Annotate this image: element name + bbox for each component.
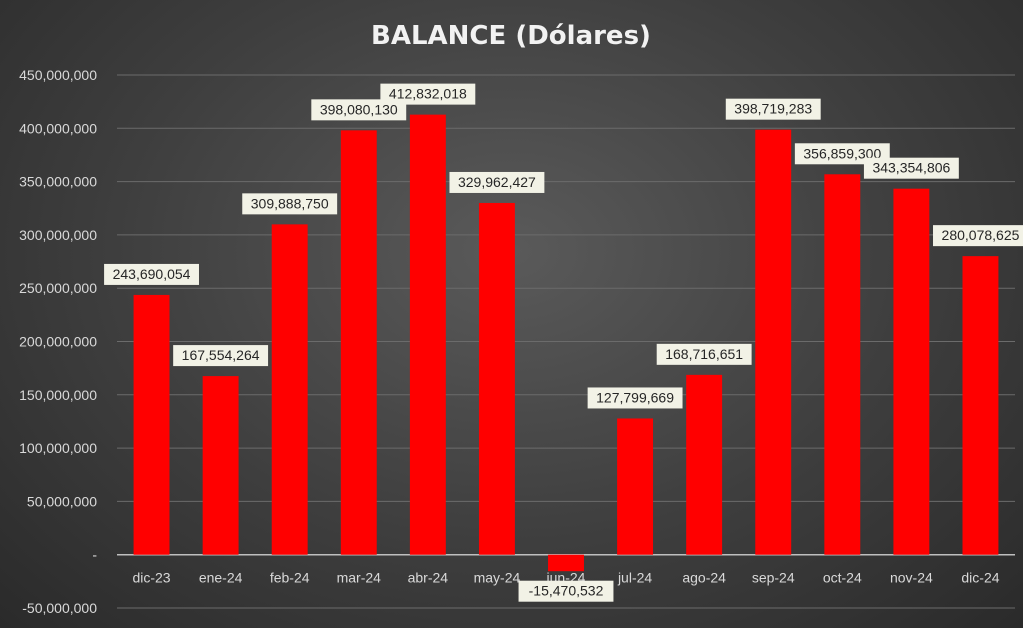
bar-feb-24 (271, 224, 308, 555)
bar-nov-24 (893, 188, 930, 555)
data-label: 167,554,264 (173, 345, 269, 367)
y-tick-label: 150,000,000 (19, 387, 97, 403)
bars (133, 114, 999, 572)
data-label-box (104, 263, 199, 285)
data-label-box (380, 83, 476, 105)
bar-dic-24 (962, 256, 999, 555)
data-label-box (173, 345, 269, 367)
data-label: 329,962,427 (449, 171, 545, 193)
data-label: -15,470,532 (518, 580, 614, 602)
bar-ago-24 (686, 374, 723, 555)
x-tick-label: mar-24 (337, 570, 382, 586)
y-tick-label: - (92, 547, 97, 563)
y-tick-label: 50,000,000 (27, 493, 97, 509)
data-label-text: 127,799,669 (596, 389, 674, 405)
y-axis: -50,000,000-50,000,000100,000,000150,000… (19, 67, 97, 616)
x-tick-label: sep-24 (752, 570, 795, 586)
data-labels: 243,690,054 167,554,264 309,888,750 398,080… (104, 83, 1023, 602)
bar-jun-24 (548, 554, 584, 572)
y-tick-label: -50,000,000 (22, 600, 97, 616)
data-label-text: 280,078,625 (942, 227, 1020, 243)
y-tick-label: 350,000,000 (19, 174, 97, 190)
x-tick-label: ene-24 (199, 570, 243, 586)
data-label-text: 168,716,651 (665, 346, 743, 362)
data-label-text: 309,888,750 (251, 195, 329, 211)
y-tick-label: 400,000,000 (19, 120, 97, 136)
x-tick-label: dic-24 (961, 570, 999, 586)
y-tick-label: 450,000,000 (19, 67, 97, 83)
data-label-text: 398,719,283 (734, 101, 812, 117)
data-label-text: 412,832,018 (389, 86, 467, 102)
chart-title: BALANCE (Dólares) (371, 21, 651, 51)
x-tick-label: feb-24 (270, 570, 310, 586)
bar-abr-24 (409, 114, 446, 555)
y-tick-label: 200,000,000 (19, 334, 97, 350)
data-label-box (656, 343, 752, 365)
x-tick-label: oct-24 (823, 570, 862, 586)
x-tick-label: jul-24 (617, 570, 652, 586)
data-label: 343,354,806 (863, 157, 959, 179)
x-tick-label: abr-24 (408, 570, 449, 586)
data-label: 280,078,625 (933, 225, 1023, 247)
x-axis: dic-23 ene-24 feb-24 mar-24 abr-24 may-24 jun-… (132, 570, 999, 586)
bar-oct-24 (824, 174, 861, 555)
data-label-text: 356,859,300 (803, 145, 881, 161)
data-label: 127,799,669 (587, 387, 683, 409)
x-tick-label: dic-23 (132, 570, 170, 586)
gridlines (117, 74, 1015, 609)
data-label-text: 243,690,054 (113, 266, 191, 282)
bar-ene-24 (202, 376, 239, 555)
bar-mar-24 (340, 130, 377, 555)
y-tick-label: 300,000,000 (19, 227, 97, 243)
data-label-box (863, 157, 959, 179)
data-label-box (725, 98, 821, 120)
x-tick-label: nov-24 (890, 570, 933, 586)
bar-dic-23 (133, 294, 170, 555)
data-label: 168,716,651 (656, 343, 752, 365)
data-label-box (449, 171, 545, 193)
data-label: 412,832,018 (380, 83, 476, 105)
data-label-box (933, 225, 1023, 247)
data-label-box (587, 387, 683, 409)
data-label: 398,719,283 (725, 98, 821, 120)
data-label-text: 343,354,806 (872, 160, 950, 176)
y-tick-label: 100,000,000 (19, 440, 97, 456)
data-label: 243,690,054 (104, 263, 199, 285)
data-label-box (518, 580, 614, 602)
data-label: 309,888,750 (242, 193, 338, 215)
data-label-text: 329,962,427 (458, 174, 536, 190)
bar-may-24 (478, 202, 515, 555)
data-label-text: -15,470,532 (529, 583, 604, 599)
bar-jul-24 (617, 418, 654, 555)
x-tick-label: may-24 (474, 570, 521, 586)
x-tick-label: ago-24 (682, 570, 726, 586)
data-label-box (242, 193, 338, 215)
y-tick-label: 250,000,000 (19, 280, 97, 296)
bar-sep-24 (755, 129, 792, 555)
data-label-text: 398,080,130 (320, 101, 398, 117)
data-label-text: 167,554,264 (182, 347, 260, 363)
